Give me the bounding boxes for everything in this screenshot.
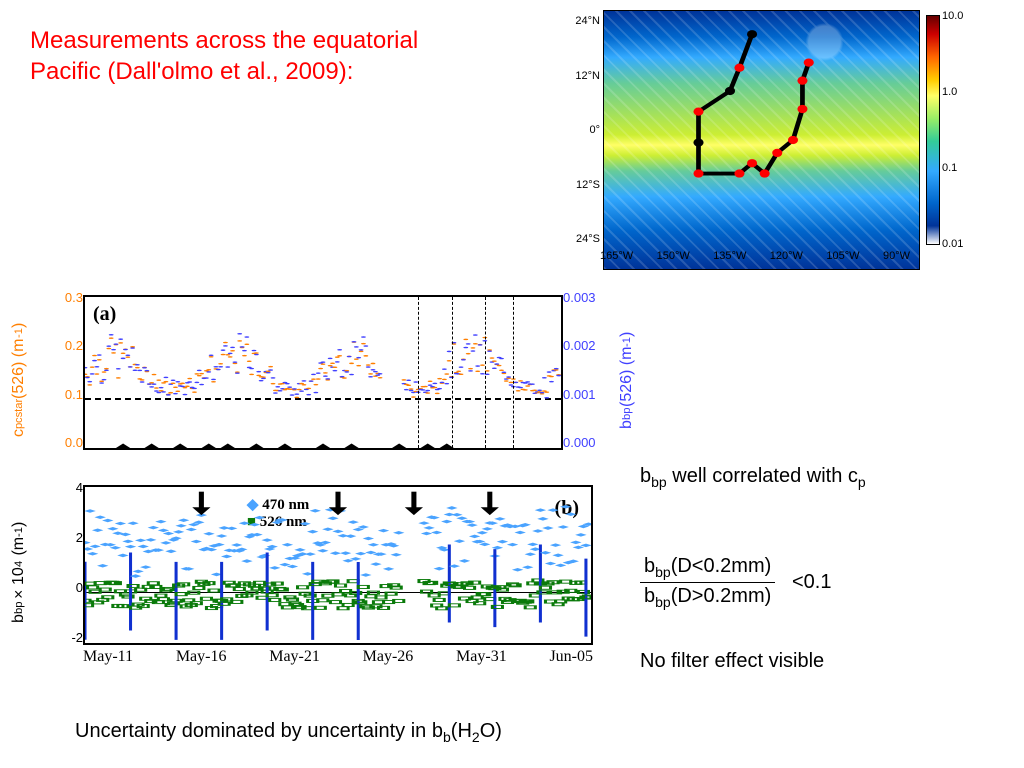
panel-a-yticks-left: 0.30.20.10.0: [38, 290, 83, 450]
panel-a-ylabel-left: cpcstar(526) (m-1): [10, 310, 28, 450]
note-correlation: bbp well correlated with cp: [640, 465, 866, 490]
panel-b: bbp×104 (m-1) 420-2 (b) 470 nm 526 nm Ma…: [18, 480, 628, 670]
panel-b-yticks-left: 420-2: [38, 480, 83, 645]
panel-a-plot: (a): [83, 295, 563, 450]
panel-a-ylabel-right: bbp(526) (m-1): [618, 310, 636, 450]
slide-title: Measurements across the equatorial Pacif…: [30, 25, 430, 87]
pacific-map: 24°N12°N0°12°S24°S 10.01.00.10.01 165°W1…: [555, 10, 975, 270]
panel-b-ylabel-left: bbp×104 (m-1): [10, 500, 28, 645]
map-colorbar: 10.01.00.10.01: [920, 10, 975, 270]
panel-b-xticks: May-11May-16May-21May-26May-31Jun-05: [83, 648, 593, 670]
panel-a-yticks-right: 0.0030.0020.0010.000: [563, 290, 608, 450]
timeseries-panels: cpcstar(526) (m-1) 0.30.20.10.0 (a) 0.00…: [18, 290, 628, 670]
note-ratio: bbp(D<0.2mm) bbp(D>0.2mm) <0.1: [640, 555, 831, 610]
note-uncertainty: Uncertainty dominated by uncertainty in …: [75, 720, 502, 745]
panel-a: cpcstar(526) (m-1) 0.30.20.10.0 (a) 0.00…: [18, 290, 628, 475]
map-lon-axis: 165°W150°W135°W120°W105°W90°W: [600, 250, 910, 270]
map-plot: [603, 10, 920, 270]
note-nofilter: No filter effect visible: [640, 650, 824, 673]
map-lat-axis: 24°N12°N0°12°S24°S: [555, 10, 603, 270]
panel-b-plot: (b) 470 nm 526 nm: [83, 485, 593, 645]
